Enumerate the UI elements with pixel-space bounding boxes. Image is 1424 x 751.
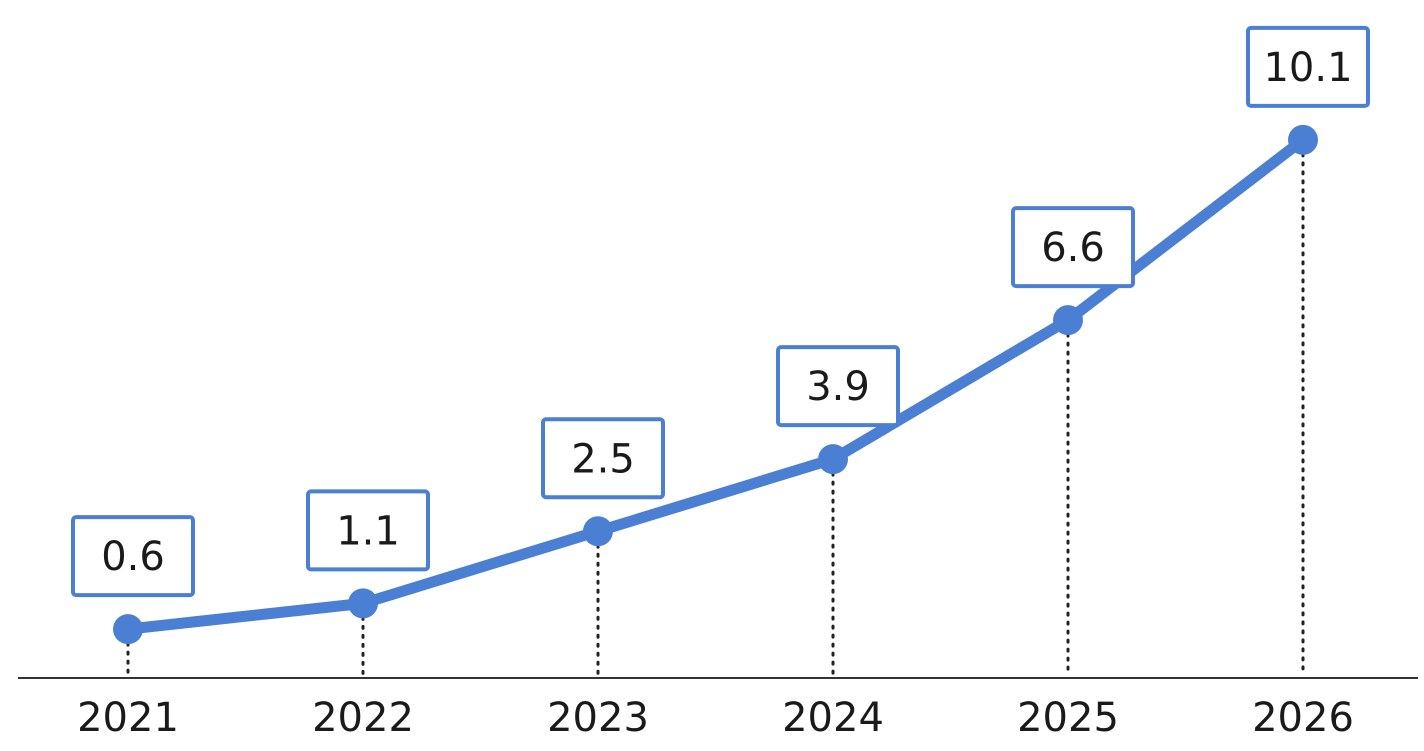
data-label-box-2025 [1011,206,1135,289]
x-tick-label-2026: 2026 [1252,695,1354,741]
data-point-2022 [348,588,378,619]
data-points [113,124,1318,645]
x-tick-label-2022: 2022 [312,695,414,741]
data-label-2024: 3.9 [806,364,870,410]
x-tick-label-2025: 2025 [1017,695,1119,741]
data-label-2022: 1.1 [336,508,400,554]
data-point-2021 [113,614,143,645]
data-labels: 0.6 1.1 2.5 3.9 6.6 10.1 [71,25,1370,598]
data-point-2026 [1288,124,1318,155]
drop-lines [126,152,1305,676]
data-label-box-2022 [306,489,430,572]
data-point-2023 [583,516,613,547]
data-label-box-2024 [776,345,900,428]
series-line [122,134,1309,635]
data-point-2024 [818,444,848,475]
x-tick-label-2021: 2021 [77,695,179,741]
x-tick-label-2024: 2024 [782,695,884,741]
data-point-2025 [1053,305,1083,336]
data-label-2021: 0.6 [101,534,165,580]
data-label-2023: 2.5 [571,436,635,482]
data-label-box-2021 [71,515,195,598]
data-label-2025: 6.6 [1041,225,1105,271]
data-label-box-2023 [541,417,665,500]
x-tick-label-2023: 2023 [547,695,649,741]
data-label-2026: 10.1 [1263,45,1352,91]
data-label-box-2026 [1246,25,1370,108]
x-axis-tick-labels: 2021 2022 2023 2024 2025 2026 [77,695,1354,741]
